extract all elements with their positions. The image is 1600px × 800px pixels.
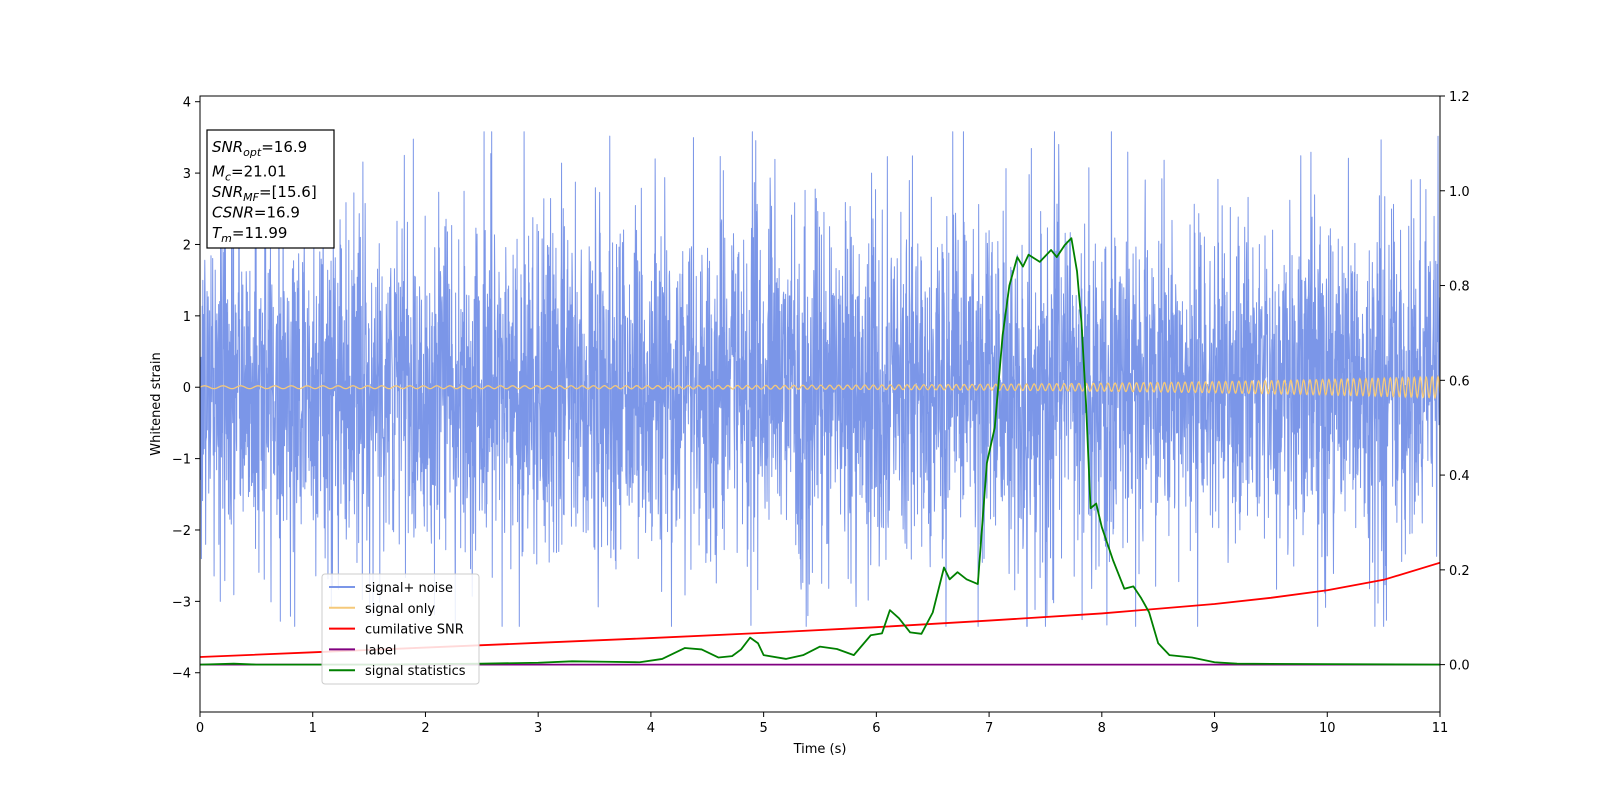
y-left-tick-label: 0: [183, 381, 191, 396]
y-left-tick-label: −1: [172, 453, 191, 468]
y-right-tick-label: 0.4: [1449, 469, 1470, 484]
y-left-tick-label: −4: [172, 667, 191, 682]
annotation-line: SNRopt=16.9: [212, 138, 307, 159]
annotation-value: =21.01: [231, 163, 287, 181]
y-right-tick-label: 0.8: [1449, 280, 1470, 295]
axis-ticks: 0 1 2 3 4 5 6 7 8 9 10 11 −4 −3 −2 −1 0 1 2 3 4 0.0 0.2 0.4 0.6 0…: [172, 90, 1470, 736]
x-tick-label: 9: [1210, 721, 1218, 736]
x-tick-label: 8: [1098, 721, 1106, 736]
x-tick-label: 3: [534, 721, 542, 736]
series-line-signal-only: [200, 374, 1440, 400]
annotation-subscript: m: [221, 232, 232, 245]
y-left-tick-label: 2: [183, 238, 191, 253]
annotation-symbol: SNR: [212, 183, 243, 201]
y-left-tick-label: 1: [183, 310, 191, 325]
x-tick-label: 11: [1432, 721, 1449, 736]
y-right-tick-label: 0.2: [1449, 564, 1470, 579]
legend-entry: signal+ noise: [365, 581, 453, 596]
annotation-line: Mc=21.01: [212, 163, 287, 184]
series-line-signal-noise: [200, 131, 1440, 627]
y-right-tick-label: 1.2: [1449, 90, 1470, 105]
y-right-tick-label: 0.0: [1449, 659, 1470, 674]
legend: signal+ noise signal only cumilative SNR la…: [321, 573, 480, 685]
y-left-tick-label: 3: [183, 167, 191, 182]
annotation-symbol: SNR: [212, 138, 243, 156]
legend-entry: signal statistics: [365, 664, 466, 679]
axes-frame: [199, 95, 1441, 713]
annotation-subscript: opt: [243, 146, 262, 159]
y-right-tick-label: 1.0: [1449, 185, 1470, 200]
x-tick-label: 4: [647, 721, 655, 736]
y-left-tick-label: −3: [172, 595, 191, 610]
x-tick-label: 5: [759, 721, 767, 736]
legend-frame: [321, 573, 480, 685]
annotation-line: CSNR=16.9: [212, 204, 300, 222]
annotation-symbol: M: [212, 163, 225, 181]
annotation-value: =[15.6]: [259, 183, 317, 201]
annotation-value: =16.9: [261, 138, 307, 156]
annotation-box: SNRopt=16.9Mc=21.01SNRMF=[15.6]CSNR=16.9…: [206, 129, 335, 249]
annotation-symbol: CSNR: [212, 204, 254, 222]
legend-entry: signal only: [365, 602, 435, 617]
y-left-tick-label: −2: [172, 524, 191, 539]
annotation-subscript: c: [225, 171, 231, 184]
annotation-line: SNRMF=[15.6]: [212, 183, 317, 204]
annotation-value: =11.99: [232, 224, 288, 242]
x-tick-label: 1: [309, 721, 317, 736]
x-tick-label: 2: [421, 721, 429, 736]
y-right-tick-label: 0.6: [1449, 374, 1470, 389]
x-tick-label: 7: [985, 721, 993, 736]
annotation-line: Tm=11.99: [212, 224, 287, 245]
x-tick-label: 0: [196, 721, 204, 736]
x-tick-label: 10: [1319, 721, 1336, 736]
series-line-signal-statistics: [200, 237, 1440, 666]
annotation-subscript: MF: [243, 191, 259, 204]
annotation-value: =16.9: [254, 204, 300, 222]
annotation-symbol: T: [212, 224, 223, 242]
y-left-tick-label: 4: [183, 96, 191, 111]
legend-entry: label: [365, 643, 396, 658]
annotation-frame: [206, 129, 335, 249]
x-axis-label: Time (s): [793, 742, 847, 757]
x-tick-label: 6: [872, 721, 880, 736]
y-axis-label-left: Whitened strain: [149, 352, 164, 455]
legend-entry: cumilative SNR: [365, 623, 464, 638]
